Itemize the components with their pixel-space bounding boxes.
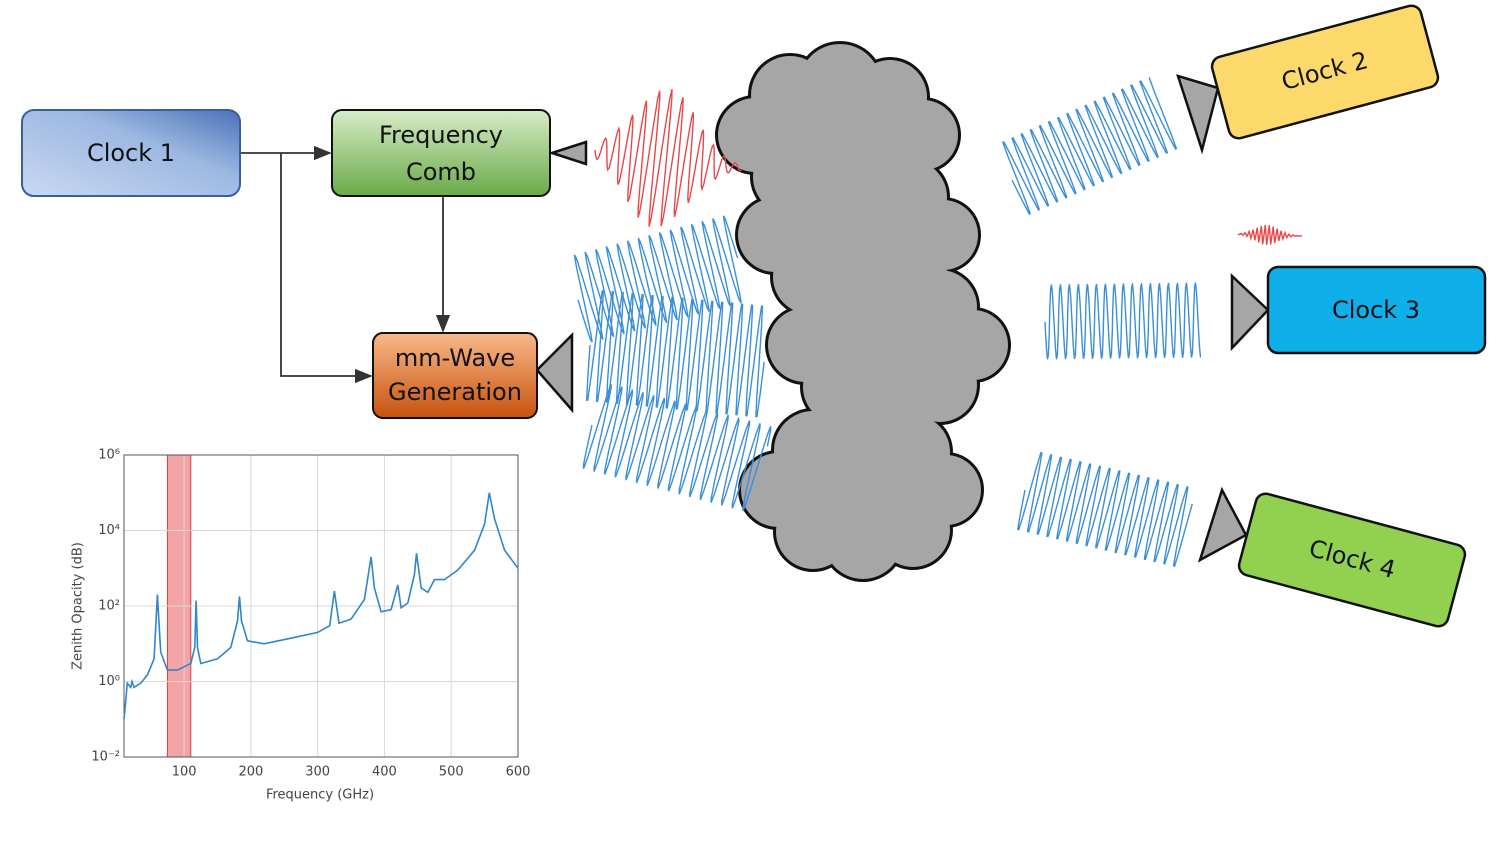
clock-1-box: Clock 1 [21, 109, 241, 197]
y-tick-label: 10² [98, 599, 120, 614]
y-tick-label: 10⁻² [91, 750, 120, 765]
waves [573, 77, 1303, 567]
wave [582, 383, 772, 512]
mm-wave-label: Generation [388, 378, 522, 406]
antennas [535, 74, 1270, 563]
opacity-chart: Frequency (GHz) Zenith Opacity (dB) 100 2… [71, 448, 531, 803]
frequency-comb-box: Frequency Comb [331, 109, 551, 197]
clouds [715, 41, 1011, 582]
x-tick-label: 100 [172, 765, 197, 780]
x-tick-label: 300 [305, 765, 330, 780]
clock-3-box: Clock 3 [1266, 265, 1487, 355]
x-tick-label: 400 [372, 765, 397, 780]
x-tick-label: 200 [238, 765, 263, 780]
wave [573, 215, 742, 343]
frequency-comb-label: Comb [406, 158, 476, 186]
clock-2-box: Clock 2 [1210, 4, 1440, 140]
wave [1017, 451, 1193, 567]
mm-wave-box: mm-Wave Generation [372, 332, 538, 419]
x-tick-label: 600 [506, 765, 531, 780]
x-tick-label: 500 [439, 765, 464, 780]
frequency-comb-label: Frequency [379, 121, 503, 149]
x-axis-label: Frequency (GHz) [266, 788, 374, 803]
wave [1237, 224, 1303, 245]
opacity-line [123, 492, 519, 720]
cloud-part [804, 436, 912, 544]
y-tick-label: 10⁰ [98, 674, 120, 689]
wave [585, 290, 765, 418]
clock-3-label: Clock 3 [1332, 296, 1420, 324]
wave [1044, 282, 1202, 360]
wave [594, 88, 742, 227]
arrows [240, 145, 451, 384]
cloud-part [831, 291, 939, 399]
mm-wave-label: mm-Wave [395, 344, 515, 372]
y-tick-label: 10⁴ [98, 523, 120, 538]
clock-1-label: Clock 1 [87, 139, 175, 167]
clock-4-box: Clock 4 [1237, 492, 1467, 628]
y-tick-label: 10⁶ [98, 448, 120, 463]
plot-frame [123, 454, 519, 758]
y-axis-label: Zenith Opacity (dB) [71, 542, 86, 670]
wave [1002, 77, 1178, 215]
